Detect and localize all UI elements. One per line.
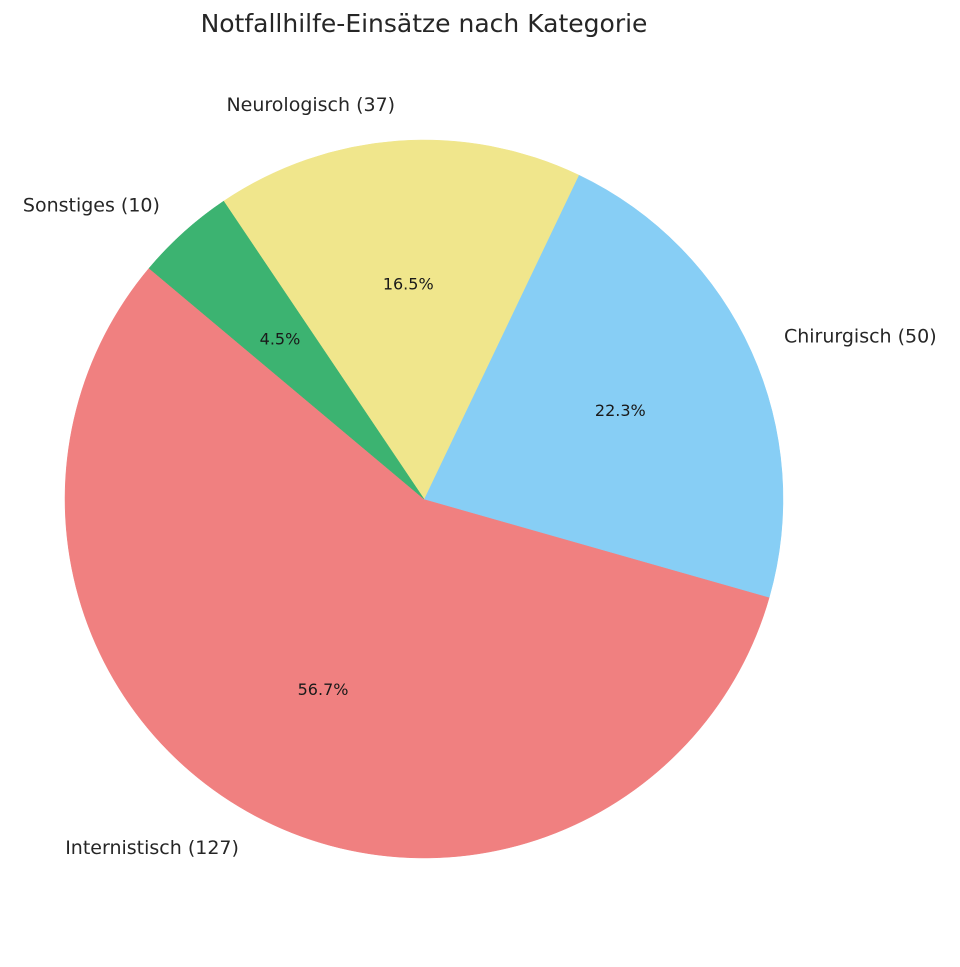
category-label-chirurgisch: Chirurgisch (50) bbox=[784, 326, 937, 348]
percent-label-internistisch: 56.7% bbox=[298, 680, 349, 699]
category-label-neurologisch: Neurologisch (37) bbox=[226, 94, 395, 116]
pie-slice-chirurgisch bbox=[423, 174, 784, 598]
pie-slices bbox=[64, 139, 784, 859]
pie-slice-neurologisch bbox=[223, 139, 580, 500]
pie-slice-internistisch bbox=[64, 267, 770, 859]
category-label-sonstiges: Sonstiges (10) bbox=[23, 194, 160, 216]
category-label-internistisch: Internistisch (127) bbox=[65, 837, 239, 859]
chart-title: Notfallhilfe-Einsätze nach Kategorie bbox=[201, 9, 648, 38]
percent-label-neurologisch: 16.5% bbox=[383, 275, 434, 294]
percent-label-sonstiges: 4.5% bbox=[260, 329, 301, 348]
pie-labels: 56.7% Internistisch (127) 22.3% Chirurgisch… bbox=[23, 94, 937, 859]
pie-slice-sonstiges bbox=[148, 200, 425, 500]
percent-label-chirurgisch: 22.3% bbox=[595, 401, 646, 420]
